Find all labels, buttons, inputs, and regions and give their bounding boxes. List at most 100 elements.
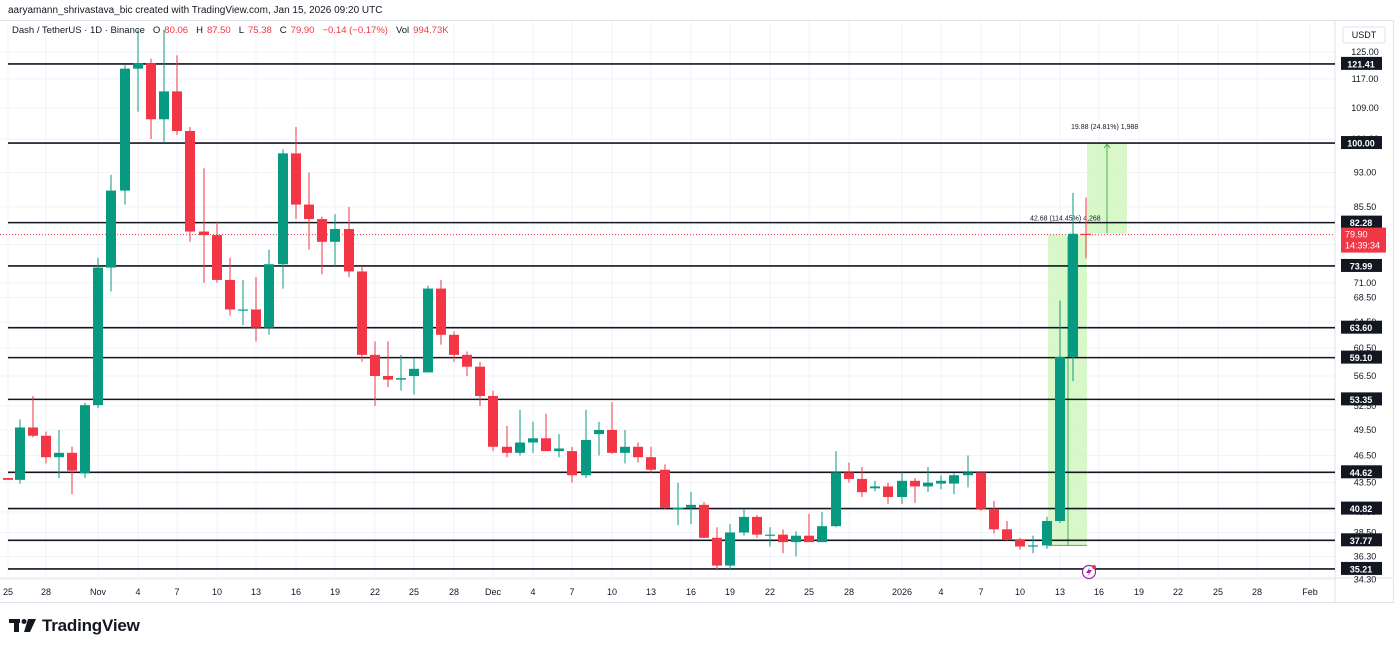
currency-label[interactable]: USDT — [1352, 30, 1377, 40]
candle-body — [765, 534, 775, 536]
candle-up — [423, 285, 433, 373]
level-price-label: 121.41 — [1347, 59, 1375, 69]
candle-body — [633, 446, 643, 458]
candle-down — [172, 55, 182, 135]
time-tick: 22 — [370, 587, 380, 597]
candle-down — [633, 442, 643, 463]
time-tick: 10 — [1015, 587, 1025, 597]
time-tick: Feb — [1302, 587, 1318, 597]
candle-body — [317, 219, 327, 242]
candle-body — [883, 486, 893, 497]
candle-up — [581, 409, 591, 479]
candle-body — [357, 271, 367, 355]
price-axis[interactable]: USDT125.00117.00109.00101.0093.0085.5078… — [1341, 26, 1386, 585]
time-tick: 19 — [725, 587, 735, 597]
candle-down — [185, 127, 195, 242]
candle-body — [449, 334, 459, 355]
time-tick: Dec — [485, 587, 502, 597]
level-price-tag — [1341, 561, 1382, 575]
candle-down — [146, 58, 156, 139]
candle-body — [28, 427, 38, 436]
level-price-tag — [1341, 320, 1382, 334]
candle-body — [93, 267, 103, 406]
candle-body — [159, 91, 169, 120]
currency-button[interactable] — [1342, 26, 1386, 44]
candle-body — [712, 537, 722, 566]
price-tick: 38.50 — [1354, 527, 1377, 537]
price-tick: 60.50 — [1354, 343, 1377, 353]
candle-down — [225, 257, 235, 316]
price-tick: 71.00 — [1354, 278, 1377, 288]
candle-body — [475, 366, 485, 396]
horizontal-levels[interactable] — [8, 63, 1335, 570]
level-price-label: 53.35 — [1350, 395, 1373, 405]
candle-up — [739, 508, 749, 536]
candle-body — [251, 309, 261, 328]
candle-body — [212, 235, 222, 280]
candle-up — [923, 467, 933, 493]
candle-up — [673, 482, 683, 526]
price-tick: 46.50 — [1354, 450, 1377, 460]
candle-down — [304, 172, 314, 250]
candle-body — [1081, 233, 1091, 235]
candle-body — [976, 472, 986, 509]
candle-up — [897, 472, 907, 504]
candle-body — [897, 480, 907, 497]
time-axis[interactable]: 25 28 Nov 4 7 10 13 16 19 22 25 28 Dec 4 7 10 13 16 19 22 25… — [3, 587, 1318, 597]
price-range-label-2: 19.88 (24.81%) 1,988 — [1071, 124, 1138, 131]
candle-body — [949, 475, 959, 484]
low-value: 75.38 — [248, 25, 272, 36]
candle-up — [765, 527, 775, 547]
candle-down — [317, 216, 327, 275]
candle-body — [1015, 539, 1025, 547]
candle-body — [1042, 520, 1052, 546]
candle-body — [41, 435, 51, 458]
candle-down — [607, 402, 617, 454]
candle-down — [857, 467, 867, 497]
level-price-label: 59.10 — [1350, 353, 1373, 363]
candle-up — [409, 358, 419, 395]
candle-down — [488, 390, 498, 452]
candle-body — [607, 429, 617, 453]
candle-up — [278, 149, 288, 289]
time-tick: 13 — [646, 587, 656, 597]
candle-body — [146, 63, 156, 120]
time-tick: 28 — [41, 587, 51, 597]
candle-up — [725, 524, 735, 571]
time-tick: 2026 — [892, 587, 912, 597]
candle-down — [567, 446, 577, 483]
candle-down — [646, 446, 656, 473]
candle-body — [778, 534, 788, 543]
price-tick: 68.50 — [1354, 292, 1377, 302]
candle-up — [1055, 300, 1065, 524]
candle-body — [199, 231, 209, 236]
candle-body — [172, 91, 182, 131]
candle-body — [67, 452, 77, 471]
price-tick: 109.00 — [1351, 103, 1379, 113]
candle-down — [699, 501, 709, 538]
event-dot — [1092, 565, 1096, 569]
candle-up — [238, 279, 248, 326]
price-tick: 56.50 — [1354, 371, 1377, 381]
candle-body — [264, 264, 274, 328]
candle-up — [949, 473, 959, 495]
time-tick: 7 — [569, 587, 574, 597]
lightning-event-icon[interactable] — [1081, 564, 1097, 580]
time-tick: 19 — [330, 587, 340, 597]
candle-body — [344, 229, 354, 272]
time-tick: 19 — [1134, 587, 1144, 597]
volume-value: 994.73K — [413, 25, 449, 36]
symbol-title[interactable]: Dash / TetherUS · 1D · Binance — [12, 25, 145, 36]
candles — [3, 29, 1091, 571]
level-price-tag — [1341, 501, 1382, 515]
candle-body — [291, 153, 301, 205]
time-tick: 28 — [844, 587, 854, 597]
price-tick: 93.00 — [1354, 168, 1377, 178]
price-tick: 117.00 — [1352, 74, 1379, 84]
candle-down — [28, 395, 38, 438]
last-price-tag — [1341, 227, 1386, 253]
candle-body — [106, 190, 116, 268]
tradingview-logo[interactable]: TradingView — [9, 616, 140, 636]
candle-body — [870, 486, 880, 489]
